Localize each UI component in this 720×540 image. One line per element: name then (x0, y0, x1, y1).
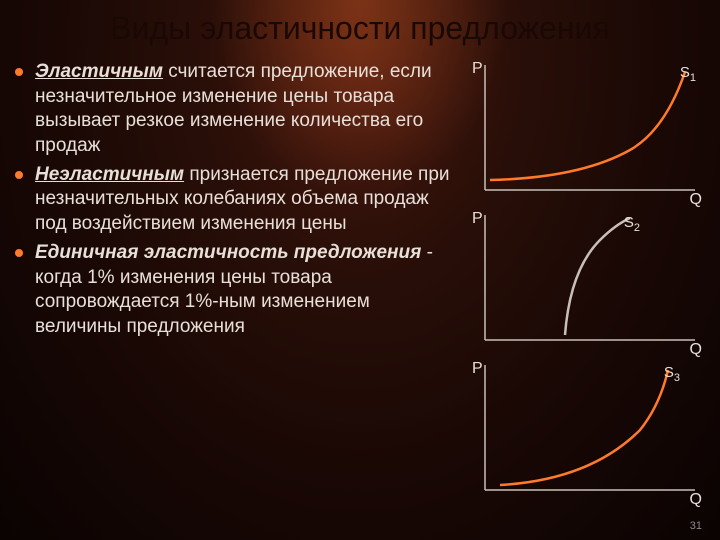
q-axis-label: Q (690, 341, 702, 359)
chart-svg (470, 210, 700, 355)
chart-inelastic: P Q S2 (470, 210, 700, 355)
supply-curve (500, 370, 668, 485)
bullet-text: Неэластичным признается предложение при … (35, 163, 455, 237)
q-axis-label: Q (690, 191, 702, 209)
bullet-icon (15, 249, 23, 257)
list-item: Эластичным считается предложение, если н… (15, 60, 455, 159)
bullet-icon (15, 171, 23, 179)
q-axis-label: Q (690, 491, 702, 509)
emphasis-phrase: Единичная эластичность предложения (35, 242, 421, 263)
p-axis-label: P (472, 210, 483, 228)
bullet-list: Эластичным считается предложение, если н… (15, 60, 455, 344)
bullet-icon (15, 68, 23, 76)
bullet-text: Эластичным считается предложение, если н… (35, 60, 455, 159)
chart-elastic: P Q S1 (470, 60, 700, 205)
p-axis-label: P (472, 60, 483, 78)
emphasis-word: Эластичным (35, 61, 163, 82)
curve-label: S1 (680, 64, 696, 84)
chart-svg (470, 60, 700, 205)
curve-label: S3 (664, 364, 680, 384)
slide-title: Виды эластичности предложения (0, 10, 720, 47)
page-number: 31 (690, 520, 702, 532)
emphasis-word: Неэластичным (35, 164, 184, 185)
supply-curve (565, 218, 630, 335)
supply-curve (490, 72, 685, 180)
list-item: Единичная эластичность предложения - ког… (15, 241, 455, 340)
curve-label: S2 (624, 214, 640, 234)
list-item: Неэластичным признается предложение при … (15, 163, 455, 237)
p-axis-label: P (472, 360, 483, 378)
bullet-text: Единичная эластичность предложения - ког… (35, 241, 455, 340)
chart-unit: P Q S3 (470, 360, 700, 505)
